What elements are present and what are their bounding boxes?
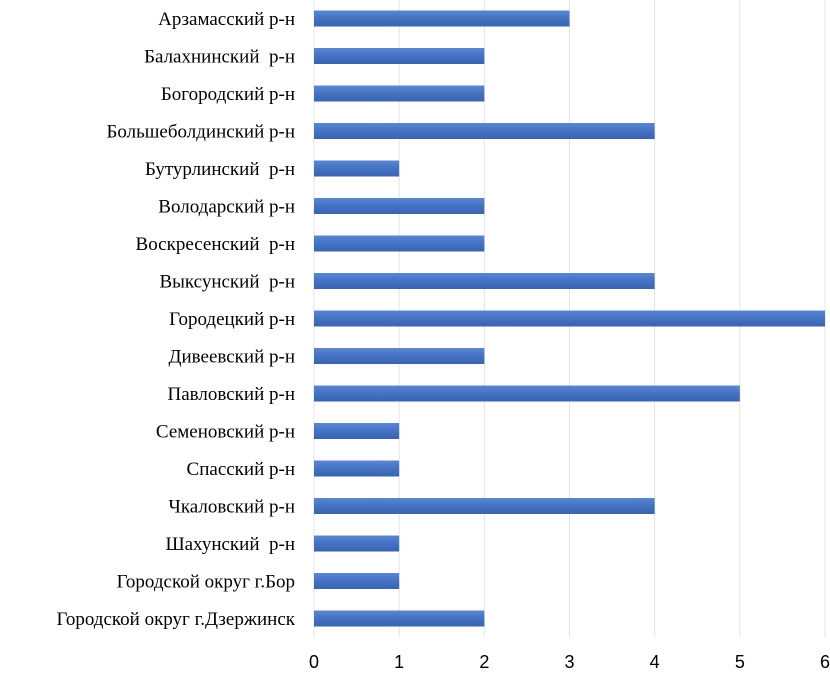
category-label: Богородский р-н xyxy=(161,84,295,105)
category-label: Выксунский р-н xyxy=(159,272,295,293)
bar xyxy=(314,310,825,327)
bar xyxy=(314,235,485,252)
category-label: Городской округ г.Дзержинск xyxy=(57,609,296,630)
bar xyxy=(314,535,400,552)
category-label: Спасский р-н xyxy=(187,459,295,480)
category-label: Арзамасский р-н xyxy=(158,9,295,30)
category-label: Городской округ г.Бор xyxy=(117,572,295,593)
category-label: Павловский р-н xyxy=(168,384,295,405)
bar xyxy=(314,160,400,177)
bar xyxy=(314,385,740,402)
category-label: Шахунский р-н xyxy=(165,534,295,555)
bar xyxy=(314,48,485,64)
category-label: Дивеевский р-н xyxy=(169,347,295,368)
x-tick-label: 2 xyxy=(479,652,489,672)
category-label: Володарский р-н xyxy=(158,197,295,218)
x-axis-ticks: 0 1 2 3 4 5 6 xyxy=(309,652,830,672)
bar xyxy=(314,460,400,477)
bars xyxy=(314,10,825,627)
bar xyxy=(314,123,655,139)
bar xyxy=(314,10,570,27)
bar xyxy=(314,423,400,439)
x-tick-label: 1 xyxy=(394,652,404,672)
bar xyxy=(314,498,655,514)
bar xyxy=(314,85,485,102)
category-label: Чкаловский р-н xyxy=(169,497,295,518)
category-labels: Арзамасский р-н Балахнинский р-н Богородск… xyxy=(57,9,296,630)
x-tick-label: 4 xyxy=(650,652,660,672)
x-tick-label: 0 xyxy=(309,652,319,672)
bar xyxy=(314,273,655,289)
bar xyxy=(314,348,485,364)
x-tick-label: 6 xyxy=(820,652,830,672)
x-tick-label: 3 xyxy=(564,652,574,672)
category-label: Семеновский р-н xyxy=(156,422,295,443)
category-label: Городецкий р-н xyxy=(169,309,295,330)
bar xyxy=(314,573,400,589)
category-label: Бутурлинский р-н xyxy=(145,159,295,180)
category-label: Воскресенский р-н xyxy=(136,234,295,255)
x-tick-label: 5 xyxy=(735,652,745,672)
bar xyxy=(314,198,485,214)
bar xyxy=(314,610,485,627)
category-label: Большеболдинский р-н xyxy=(106,122,295,143)
category-label: Балахнинский р-н xyxy=(144,47,295,68)
